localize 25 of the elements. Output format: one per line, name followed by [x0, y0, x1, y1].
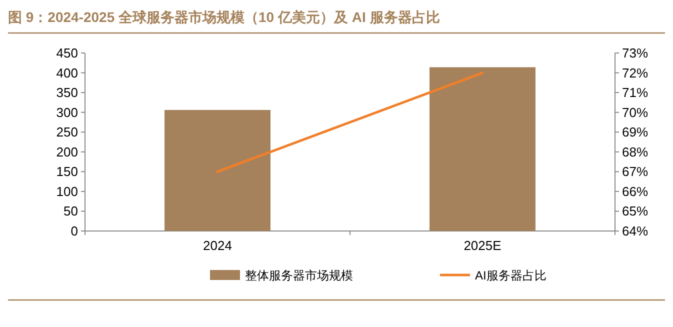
y2-tick-label: 70% — [622, 104, 648, 120]
y2-tick-label: 64% — [622, 224, 648, 238]
y-tick-label: 200 — [56, 144, 78, 160]
y-tick-label: 50 — [64, 204, 78, 219]
y-tick-label: 300 — [56, 104, 78, 120]
y-tick-label: 350 — [56, 85, 78, 100]
y-tick-label: 0 — [70, 224, 78, 238]
legend-label: 整体服务器市场规模 — [245, 268, 353, 282]
y2-tick-label: 66% — [622, 184, 648, 199]
y-tick-label: 450 — [56, 46, 78, 60]
y2-tick-label: 73% — [622, 46, 648, 60]
x-tick-label: 2025E — [464, 238, 502, 253]
y-tick-label: 250 — [56, 124, 78, 140]
y2-tick-label: 69% — [622, 124, 648, 140]
y2-tick-label: 65% — [622, 204, 648, 219]
chart-title: 图 9：2024-2025 全球服务器市场规模（10 亿美元）及 AI 服务器占比 — [8, 9, 440, 25]
x-tick-label: 2024 — [203, 238, 232, 253]
y-tick-label: 400 — [56, 65, 78, 80]
legend-label: AI服务器占比 — [475, 268, 546, 282]
y-tick-label: 150 — [56, 164, 78, 180]
y2-tick-label: 68% — [622, 144, 648, 160]
y2-tick-label: 71% — [622, 85, 648, 100]
y2-tick-label: 72% — [622, 65, 648, 80]
y-tick-label: 100 — [56, 184, 78, 199]
y2-tick-label: 67% — [622, 164, 648, 180]
